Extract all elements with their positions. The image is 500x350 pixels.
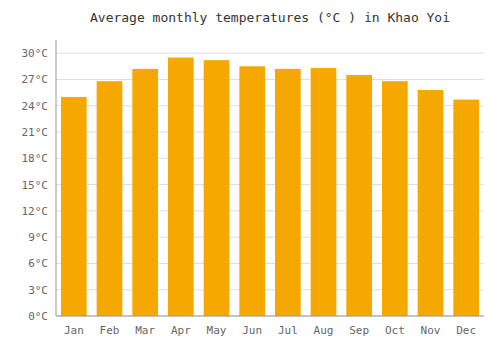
y-tick-label: 6°C <box>28 257 48 270</box>
y-axis: 0°C 3°C 6°C 9°C 12°C 15°C 18°C 21°C 24°C 27°C 30°C <box>22 40 57 323</box>
chart-title: Average monthly temperatures (°C ) in Kh… <box>90 10 450 25</box>
y-tick-label: 24°C <box>22 100 49 113</box>
x-tick-label: Dec <box>456 324 476 337</box>
bar <box>311 68 337 316</box>
bar <box>418 90 444 316</box>
x-tick-label: Mar <box>135 324 155 337</box>
y-tick-label: 3°C <box>28 284 48 297</box>
bar <box>204 60 230 316</box>
y-tick-label: 18°C <box>22 152 49 165</box>
y-tick-label: 27°C <box>22 73 49 86</box>
grid-line <box>56 53 484 54</box>
grid-line <box>56 79 484 80</box>
x-tick-label: Jan <box>64 324 84 337</box>
y-tick-label: 12°C <box>22 205 49 218</box>
x-tick-label: Nov <box>421 324 441 337</box>
x-axis: Jan Feb Mar Apr May Jun Jul Aug Sep Oct Nov Dec <box>56 316 484 337</box>
y-tick-label: 15°C <box>22 179 49 192</box>
y-grid <box>56 53 484 316</box>
x-tick-label: Apr <box>171 324 191 337</box>
bar <box>239 66 265 316</box>
x-tick-label: May <box>207 324 227 337</box>
bar <box>61 97 87 316</box>
bar <box>168 58 194 316</box>
x-tick-label: Aug <box>314 324 334 337</box>
bar <box>275 69 301 316</box>
bar <box>453 100 479 316</box>
x-axis-line <box>56 316 484 317</box>
x-tick-label: Oct <box>385 324 405 337</box>
y-tick-label: 21°C <box>22 126 49 139</box>
y-tick-label: 0°C <box>28 310 48 323</box>
x-tick-label: Sep <box>349 324 369 337</box>
y-tick-label: 9°C <box>28 231 48 244</box>
grid-line <box>56 316 484 317</box>
bars <box>61 58 479 316</box>
x-tick-label: Jun <box>242 324 262 337</box>
bar <box>132 69 158 316</box>
bar <box>346 75 372 316</box>
chart-container: Average monthly temperatures (°C ) in Kh… <box>0 0 500 350</box>
x-tick-label: Feb <box>100 324 120 337</box>
y-axis-line <box>56 40 57 316</box>
bar <box>382 81 408 316</box>
y-tick-label: 30°C <box>22 47 49 60</box>
bar <box>97 81 123 316</box>
x-tick-label: Jul <box>278 324 298 337</box>
chart-svg: Average monthly temperatures (°C ) in Kh… <box>0 0 500 350</box>
